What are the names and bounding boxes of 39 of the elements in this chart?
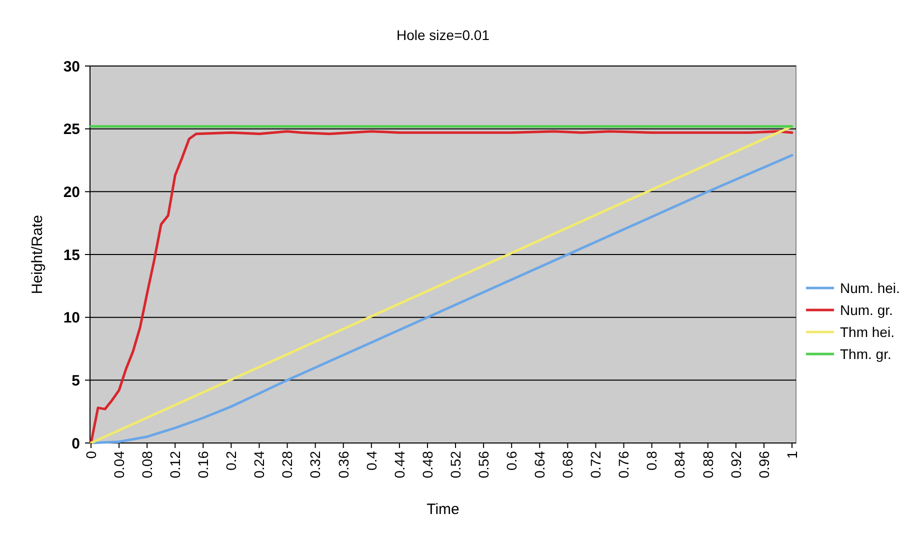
x-tick-label: 0.88 bbox=[700, 450, 716, 478]
x-tick-label: 0.04 bbox=[110, 450, 127, 478]
x-tick-label: 0.76 bbox=[616, 450, 632, 478]
x-tick-label: 1 bbox=[784, 450, 800, 459]
x-tick-label: 0.12 bbox=[167, 450, 184, 478]
legend-label: Num. hei. bbox=[840, 280, 900, 296]
x-tick-label: 0.64 bbox=[532, 450, 548, 478]
x-tick-label: 0.08 bbox=[138, 450, 155, 478]
x-tick-label: 0.6 bbox=[504, 450, 520, 470]
x-tick-label: 0.24 bbox=[251, 450, 268, 478]
x-tick-label: 0.92 bbox=[728, 450, 744, 478]
y-tick-label: 10 bbox=[63, 310, 80, 327]
x-tick-label: 0.84 bbox=[672, 450, 688, 478]
x-tick-label: 0.96 bbox=[756, 450, 772, 478]
y-axis-title: Height/Rate bbox=[29, 214, 46, 294]
legend-label: Thm hei. bbox=[840, 324, 894, 340]
y-tick-label: 5 bbox=[72, 372, 80, 390]
x-tick-label: 0.72 bbox=[588, 450, 604, 478]
chart-title: Hole size=0.01 bbox=[396, 27, 490, 43]
x-tick-label: 0.56 bbox=[475, 450, 492, 478]
legend-label: Num. gr. bbox=[840, 302, 893, 318]
x-axis-title: Time bbox=[426, 501, 460, 518]
legend-label: Thm. gr. bbox=[840, 346, 892, 362]
y-tick-label: 25 bbox=[63, 121, 80, 138]
x-tick-label: 0.16 bbox=[195, 450, 212, 478]
x-tick-label: 0.44 bbox=[391, 450, 408, 478]
x-tick-label: 0.4 bbox=[363, 450, 380, 470]
x-tick-label: 0.28 bbox=[279, 450, 296, 478]
y-tick-label: 30 bbox=[63, 58, 80, 76]
x-tick-label: 0.32 bbox=[307, 450, 324, 478]
x-tick-label: 0.36 bbox=[335, 450, 352, 478]
y-tick-label: 20 bbox=[63, 184, 80, 201]
x-tick-label: 0.8 bbox=[644, 450, 660, 470]
y-tick-label: 15 bbox=[63, 246, 80, 264]
x-tick-label: 0.2 bbox=[223, 450, 240, 470]
x-tick-label: 0 bbox=[82, 450, 99, 459]
x-tick-label: 0.52 bbox=[447, 450, 464, 478]
x-tick-label: 0.68 bbox=[560, 450, 576, 478]
x-tick-label: 0.48 bbox=[419, 450, 436, 478]
